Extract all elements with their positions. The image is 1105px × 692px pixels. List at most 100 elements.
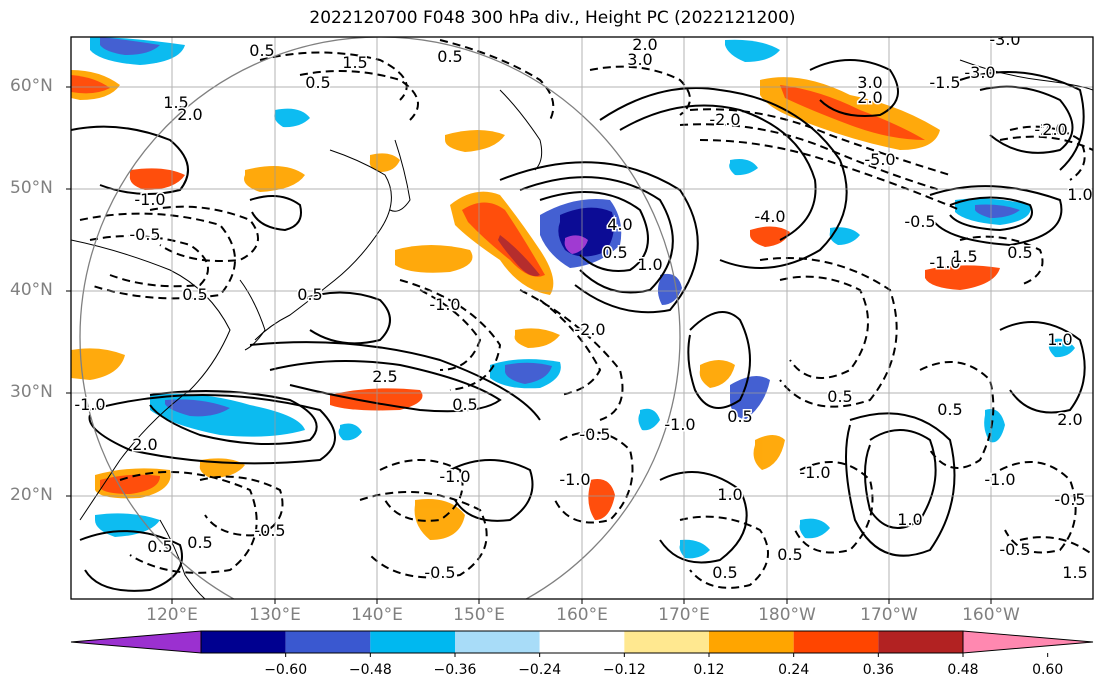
lat-label: 50°N	[10, 178, 53, 198]
colorbar-tick-label: −0.60	[264, 662, 308, 678]
circle-outline	[79, 37, 681, 599]
pos-area-3	[395, 245, 473, 273]
neg-area-5-core	[975, 204, 1020, 218]
contour-label: -2.0	[574, 320, 605, 339]
contour-label: -3.0	[964, 63, 995, 82]
neg-area-9	[725, 39, 780, 62]
contour-label: -1.0	[984, 470, 1015, 489]
pos-area-8	[414, 499, 465, 540]
lon-label: 120°E	[146, 605, 198, 625]
pos-area-14	[750, 226, 790, 247]
contour-label: 0.5	[452, 395, 477, 414]
contour-label: 2.0	[857, 88, 882, 107]
coastline-korea	[239, 279, 266, 351]
contour-label: -2.0	[709, 110, 740, 129]
contour-label: -1.0	[929, 253, 960, 272]
neg-area-8	[657, 273, 682, 305]
contour-label: -0.5	[129, 225, 160, 244]
pos-area-17	[514, 328, 560, 348]
colorbar-frame	[200, 630, 964, 654]
pos-area-2-peak	[498, 235, 540, 277]
colorbar-extend-max	[962, 630, 1094, 654]
pos-area-5-core	[100, 474, 160, 494]
contour-label: 1.5	[952, 247, 977, 266]
pos-area-16	[753, 435, 785, 470]
coastline-philippines	[159, 519, 206, 599]
contour-label: -3.0	[989, 30, 1020, 49]
contour-label: 0.5	[297, 285, 322, 304]
contour-label: -2.0	[1034, 120, 1065, 139]
contour-label: 0.5	[827, 387, 852, 406]
contour-label: 4.0	[607, 215, 632, 234]
pos-area-11	[129, 168, 185, 190]
contour-label: 1.5	[342, 53, 367, 72]
coastline-japan	[254, 149, 392, 341]
colorbar-segment	[878, 631, 963, 653]
contour-labels: 0.51.5 0.52.03.0-3.03.0-3.0-1.51.52.00.5-…	[73, 30, 1093, 584]
lon-label: 170°W	[860, 605, 918, 625]
neg-area-2-core	[505, 362, 552, 384]
contour-label: 0.5	[1007, 243, 1032, 262]
pos-area-9	[588, 479, 615, 520]
gridlines	[71, 37, 1093, 599]
colorbar-tick-label: 0.24	[778, 662, 810, 678]
neg-area-17	[729, 159, 758, 176]
contour-label: -0.5	[904, 212, 935, 231]
contour-label: 0.5	[182, 285, 207, 304]
neg-area-3-core	[165, 399, 230, 417]
colorbar-tick-label: 0.60	[1032, 662, 1064, 678]
colorbar-segment	[539, 631, 625, 653]
contour-label: -1.0	[559, 470, 590, 489]
contour-label: -1.0	[439, 467, 470, 486]
pos-area-4	[330, 388, 423, 411]
contour-label: -0.5	[579, 425, 610, 444]
colorbar-segment	[709, 631, 794, 653]
lat-label: 20°N	[10, 485, 53, 505]
contour-label: -4.0	[754, 207, 785, 226]
contour-label: -1.0	[134, 190, 165, 209]
contour-label: -0.5	[1054, 490, 1085, 509]
neg-area-10	[829, 227, 860, 245]
contour-label: 2.0	[1057, 410, 1082, 429]
contour-label: 0.5	[712, 563, 737, 582]
neg-area-16	[338, 423, 362, 441]
colorbar-segment	[201, 631, 286, 653]
contour-label: 0.5	[249, 41, 274, 60]
contour-label: -1.0	[799, 463, 830, 482]
contour-label: -0.5	[424, 563, 455, 582]
contour-label: 0.5	[147, 537, 172, 556]
neg-area-12	[679, 539, 710, 559]
contour-label: 1.5	[163, 93, 188, 112]
lat-label: 30°N	[10, 382, 53, 402]
contour-label: 1.0	[637, 255, 662, 274]
neg-area-6	[730, 376, 770, 420]
neg-area-4-core	[100, 37, 160, 55]
lon-label: 150°E	[453, 605, 505, 625]
colorbar-segment	[285, 631, 371, 653]
contour-label: -0.5	[254, 521, 285, 540]
colorbar-tick-label: 0.36	[862, 662, 894, 678]
colorbar-segment	[455, 631, 540, 653]
lon-label: 160°W	[962, 605, 1020, 625]
colorbar-tick-label: −0.24	[518, 662, 562, 678]
colorbar-tick-label: −0.48	[348, 662, 392, 678]
contour-label: 3.0	[627, 50, 652, 69]
contour-label: 0.5	[777, 545, 802, 564]
contour-label: 2.0	[132, 435, 157, 454]
lon-label: 180°W	[758, 605, 816, 625]
pos-area-10	[925, 265, 1000, 290]
contour-label: 1.5	[1062, 563, 1087, 582]
contour-label: 3.0	[857, 73, 882, 92]
coastline-sakhalin	[389, 139, 411, 212]
contour-label: -1.0	[74, 395, 105, 414]
height-contours-solid	[71, 59, 1086, 592]
lon-label: 160°E	[556, 605, 608, 625]
pos-area-7	[71, 348, 125, 380]
contour-label: 0.5	[437, 47, 462, 66]
contour-label: 2.0	[177, 105, 202, 124]
contour-label: 2.0	[1042, 120, 1067, 139]
contour-label: -1.0	[429, 295, 460, 314]
contour-label: 1.0	[897, 510, 922, 529]
neg-area-14	[274, 108, 310, 128]
